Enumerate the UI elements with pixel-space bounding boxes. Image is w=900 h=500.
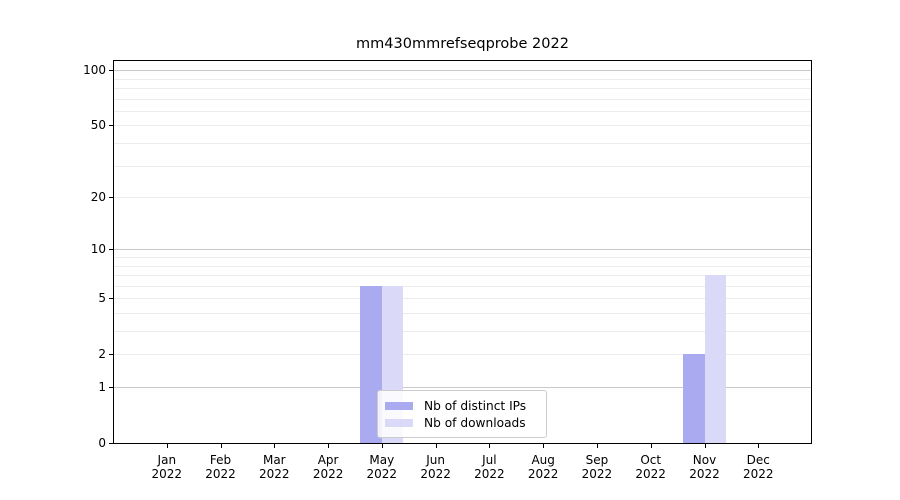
x-tick-year: 2022 (635, 466, 666, 481)
x-tick-mark (650, 444, 652, 448)
minor-gridline (114, 354, 811, 356)
x-tick-label: Feb 2022 (193, 453, 249, 481)
x-tick-year: 2022 (474, 466, 505, 481)
y-tick-label: 2 (98, 347, 106, 362)
x-tick-label: Aug 2022 (515, 453, 571, 481)
legend-label-downloads: Nb of downloads (424, 415, 526, 430)
legend-row-downloads: Nb of downloads (385, 414, 537, 431)
x-tick-month: Nov (692, 453, 717, 467)
x-tick-month: Apr (317, 453, 339, 467)
x-tick-mark (489, 444, 491, 448)
x-tick-mark (274, 444, 276, 448)
y-tick-label: 10 (90, 242, 106, 257)
x-tick-mark (166, 444, 168, 448)
x-tick-month: Sep (585, 453, 609, 467)
x-tick-mark (596, 444, 598, 448)
x-tick-mark (543, 444, 545, 448)
minor-gridline (114, 98, 811, 100)
x-tick-label: Jan 2022 (139, 453, 195, 481)
minor-gridline (114, 265, 811, 267)
legend-row-distinct-ips: Nb of distinct IPs (385, 397, 537, 414)
minor-gridline (114, 197, 811, 198)
x-tick-month: Jun (426, 453, 445, 467)
legend-swatch-distinct-ips (385, 401, 413, 410)
y-tick-mark (109, 298, 113, 300)
y-tick-label: 100 (83, 63, 106, 78)
minor-gridline (114, 87, 811, 89)
major-gridline (114, 70, 811, 72)
x-tick-label: Oct 2022 (623, 453, 679, 481)
x-tick-year: 2022 (689, 466, 720, 481)
bar-distinct-ips (683, 354, 705, 443)
x-tick-mark (328, 444, 330, 448)
x-tick-year: 2022 (743, 466, 774, 481)
y-tick-label: 0 (98, 436, 106, 450)
major-gridline (114, 387, 811, 388)
x-tick-label: Jun 2022 (408, 453, 464, 481)
minor-gridline (114, 125, 811, 127)
x-tick-year: 2022 (151, 466, 183, 481)
x-tick-year: 2022 (581, 466, 613, 481)
x-tick-mark (220, 444, 222, 448)
x-tick-label: Nov 2022 (677, 453, 733, 481)
x-tick-mark (704, 444, 706, 448)
plot-area (109, 60, 812, 448)
chart-title: mm430mmrefseqprobe 2022 (356, 36, 569, 52)
y-tick-label: 20 (90, 190, 106, 204)
legend-label-distinct-ips: Nb of distinct IPs (424, 398, 527, 413)
x-tick-month: Feb (209, 453, 232, 467)
y-tick-mark (109, 249, 113, 251)
y-tick-mark (109, 125, 113, 127)
x-tick-month: Dec (746, 453, 770, 467)
x-tick-year: 2022 (259, 466, 290, 481)
x-tick-month: Aug (531, 453, 555, 467)
x-tick-month: May (369, 453, 395, 467)
minor-gridline (114, 78, 811, 80)
x-tick-label: Sep 2022 (569, 453, 625, 481)
x-tick-year: 2022 (527, 466, 559, 481)
x-tick-label: Mar 2022 (246, 453, 302, 481)
minor-gridline (114, 256, 811, 258)
minor-gridline (114, 331, 811, 332)
y-tick-label: 50 (90, 118, 106, 133)
minor-gridline (114, 142, 811, 144)
y-tick-mark (109, 443, 113, 444)
x-tick-year: 2022 (366, 466, 398, 481)
x-tick-label: May 2022 (354, 453, 410, 481)
y-tick-mark (109, 387, 113, 388)
x-tick-mark (758, 444, 760, 448)
x-tick-month: Mar (262, 453, 286, 467)
y-tick-label: 1 (98, 380, 106, 394)
minor-gridline (114, 165, 811, 167)
minor-gridline (114, 110, 811, 112)
x-tick-month: Oct (640, 453, 662, 467)
minor-gridline (114, 285, 811, 287)
x-tick-label: Dec 2022 (730, 453, 786, 481)
legend-swatch-downloads (385, 418, 413, 427)
minor-gridline (114, 275, 811, 276)
bar-downloads (704, 275, 726, 443)
x-tick-label: Jul 2022 (461, 453, 517, 481)
minor-gridline (114, 298, 811, 300)
y-tick-mark (109, 70, 113, 72)
x-tick-month: Jul (482, 453, 497, 467)
legend: Nb of distinct IPs Nb of downloads (377, 390, 547, 438)
x-tick-year: 2022 (312, 466, 344, 481)
y-tick-mark (109, 354, 113, 356)
y-tick-mark (109, 197, 113, 198)
x-tick-mark (381, 444, 383, 448)
x-tick-mark (435, 444, 437, 448)
x-tick-month: Jan (157, 453, 177, 467)
x-tick-year: 2022 (420, 466, 451, 481)
x-tick-year: 2022 (205, 466, 236, 481)
minor-gridline (114, 312, 811, 314)
y-tick-label: 5 (98, 291, 106, 306)
major-gridline (114, 249, 811, 251)
x-tick-label: Apr 2022 (300, 453, 356, 481)
bar-distinct-ips (360, 285, 382, 443)
